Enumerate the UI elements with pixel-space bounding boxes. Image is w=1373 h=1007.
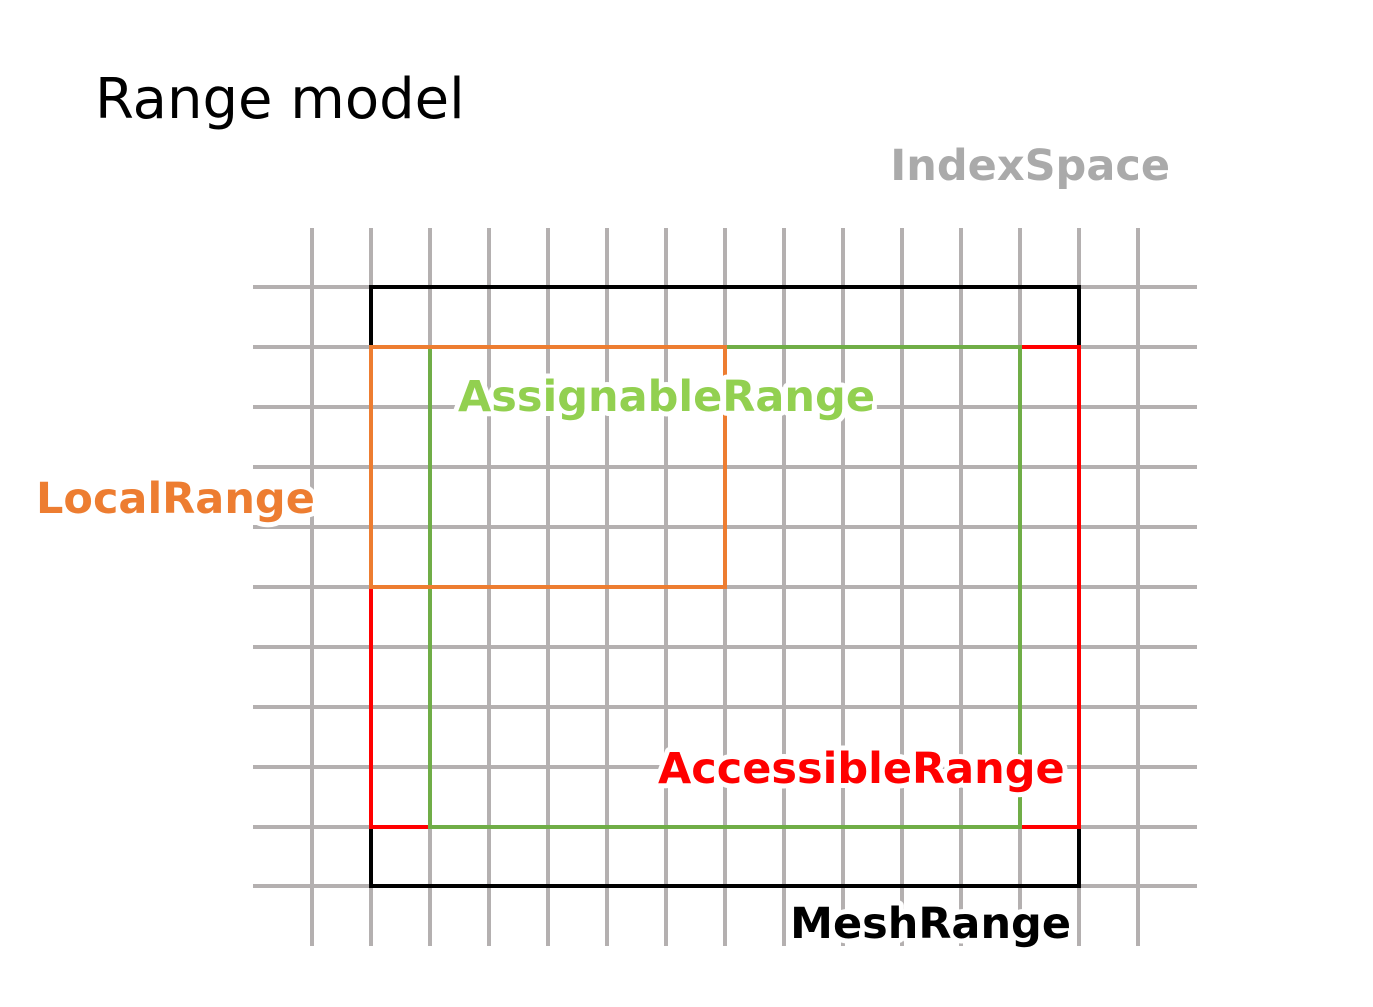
local-range-label: LocalRange (36, 474, 315, 524)
accessible-range-label: AccessibleRange (658, 744, 1065, 794)
index-space-label: IndexSpace (890, 141, 1170, 191)
assignable-range-label: AssignableRange (458, 372, 875, 422)
mesh-range-label: MeshRange (790, 899, 1071, 949)
local-range-rect (369, 345, 727, 589)
slide-title: Range model (95, 67, 465, 132)
